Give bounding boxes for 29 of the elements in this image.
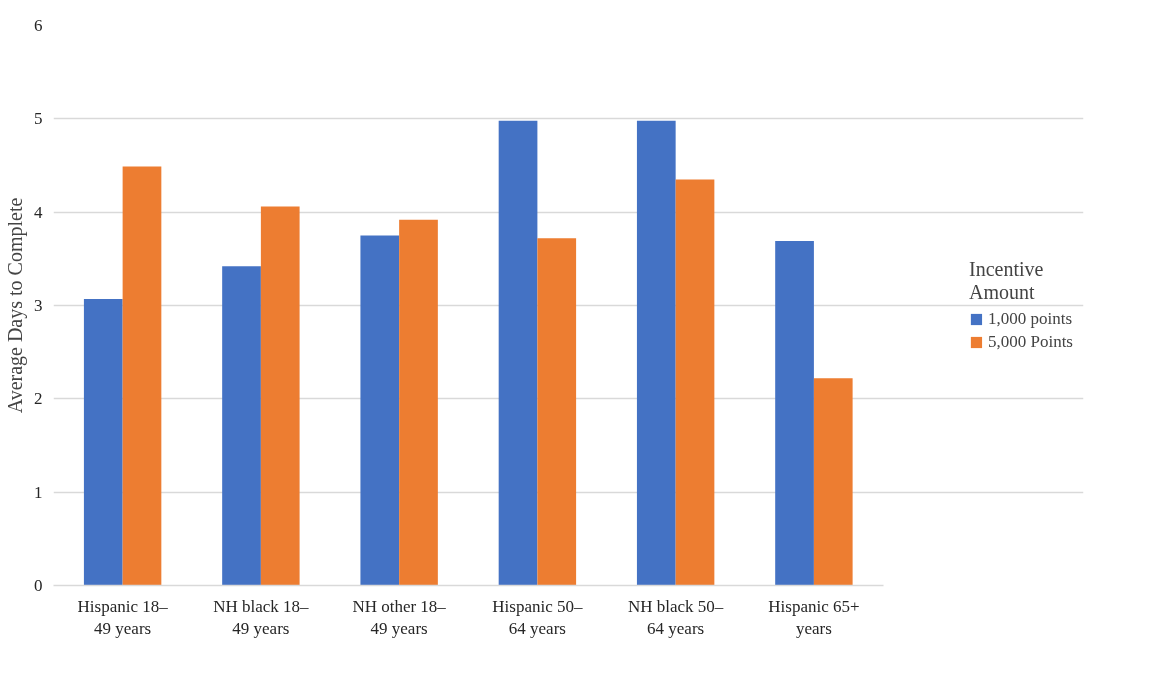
x-tick-label: Hispanic 18–49 years — [77, 596, 169, 639]
legend-label: 5,000 Points — [987, 332, 1073, 352]
bar — [360, 235, 400, 586]
bar — [775, 241, 814, 586]
y-axis-title: Average Days to Complete — [4, 197, 27, 414]
bar — [222, 266, 261, 586]
bar — [122, 166, 162, 586]
y-tick-label: 4 — [34, 202, 43, 222]
y-tick-label: 3 — [34, 296, 43, 315]
y-tick-label: 6 — [34, 16, 43, 35]
bar — [498, 120, 538, 586]
x-tick-label: Hispanic 50–64 years — [492, 596, 583, 639]
bar — [636, 120, 676, 586]
y-tick-label: 5 — [34, 109, 43, 129]
x-tick-label: Hispanic 65+ years — [768, 596, 860, 639]
x-tick-label: NH other 18–49 years — [352, 596, 447, 639]
y-tick-label: 2 — [34, 389, 43, 409]
bar — [675, 179, 715, 586]
bar — [813, 378, 853, 586]
legend-label: 1,000 points — [987, 309, 1073, 329]
bar — [260, 206, 300, 586]
bar — [399, 219, 438, 586]
legend-title: Incentive Amount — [968, 258, 1045, 304]
x-tick-label: NH black 18–49 years — [213, 596, 310, 639]
y-tick-label: 1 — [34, 482, 43, 502]
bar — [537, 238, 577, 586]
y-tick-label: 0 — [34, 576, 43, 595]
bar — [83, 298, 123, 586]
x-tick-label: NH black 50–64 years — [627, 596, 724, 639]
